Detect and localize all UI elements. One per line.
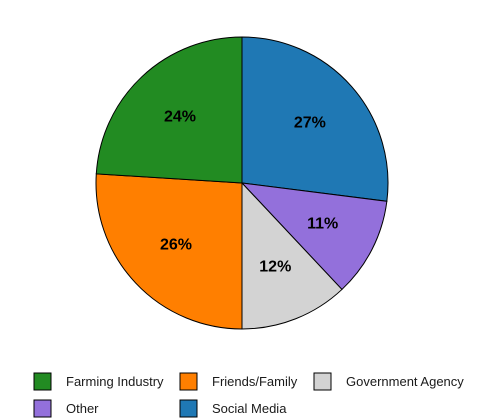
legend-item: Other [33, 399, 99, 418]
legend-label: Other [66, 401, 99, 416]
legend-swatch [179, 372, 198, 391]
pie-slice-farming-industry [95, 36, 243, 184]
legend-item: Social Media [179, 399, 287, 418]
pie-slice-label: 11% [307, 216, 338, 233]
pie-slice-government-agency [241, 181, 343, 330]
pie-slice-friends-family [95, 173, 243, 330]
pie-slice-social-media [241, 36, 389, 202]
legend-item: Government Agency [313, 372, 464, 391]
legend-label: Friends/Family [212, 374, 298, 389]
legend-item: Farming Industry [33, 372, 164, 391]
legend-item: Friends/Family [179, 372, 298, 391]
legend-label: Farming Industry [66, 374, 164, 389]
pie-slice-label: 24% [164, 109, 196, 126]
pie-slice-labels: 27% 11% 12% 26% 24% [160, 109, 338, 276]
legend-label: Social Media [212, 401, 287, 416]
pie-slices [95, 36, 389, 330]
pie-slice-label: 27% [294, 115, 326, 132]
legend-swatch [33, 399, 52, 418]
legend-swatch [179, 399, 198, 418]
pie-slice-other [240, 182, 388, 291]
legend-swatch [313, 372, 332, 391]
legend: Farming Industry Friends/Family Government… [33, 372, 464, 418]
legend-swatch [33, 372, 52, 391]
legend-label: Government Agency [346, 374, 464, 389]
pie-slice-label: 12% [259, 259, 291, 276]
pie-slice-label: 26% [160, 237, 192, 254]
